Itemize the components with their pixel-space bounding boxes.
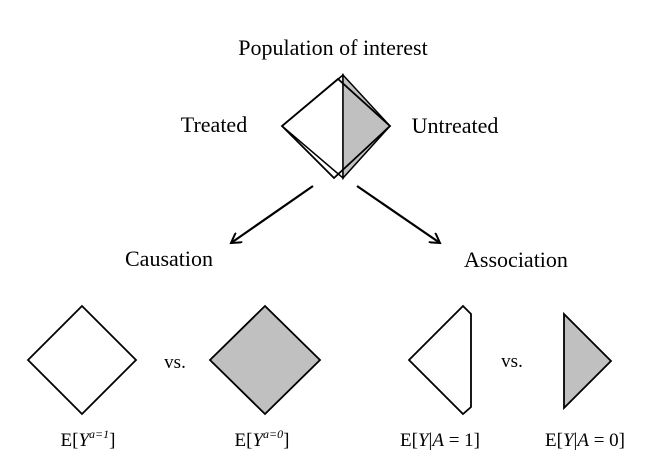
population-diamond-outline: [280, 77, 392, 180]
population-treated-half: [280, 73, 344, 180]
population-title: Population of interest: [238, 35, 427, 60]
causation-label: Causation: [125, 246, 213, 271]
caption-e-y-given-a0: E[Y|A = 0]: [545, 430, 625, 451]
association-vs-label: vs.: [501, 351, 523, 372]
treated-label: Treated: [181, 112, 247, 137]
caption-e-y-a1: E[Ya=1]: [61, 427, 116, 451]
population-diamond: [280, 73, 392, 180]
arrow-to-association: [356, 185, 440, 243]
arrow-to-causation: [231, 185, 314, 243]
causation-vs-label: vs.: [164, 352, 186, 373]
untreated-label: Untreated: [412, 113, 499, 138]
treated-counterfactual-diamond: [26, 304, 138, 416]
population-untreated-half: [342, 73, 392, 180]
caption-e-y-given-a1: E[Y|A = 1]: [400, 430, 480, 451]
treated-subset-half-diamond: [407, 304, 472, 416]
untreated-counterfactual-diamond: [208, 304, 322, 416]
caption-e-y-a0: E[Ya=0]: [235, 427, 290, 451]
untreated-subset-half-diamond: [563, 311, 613, 411]
association-label: Association: [464, 247, 568, 272]
